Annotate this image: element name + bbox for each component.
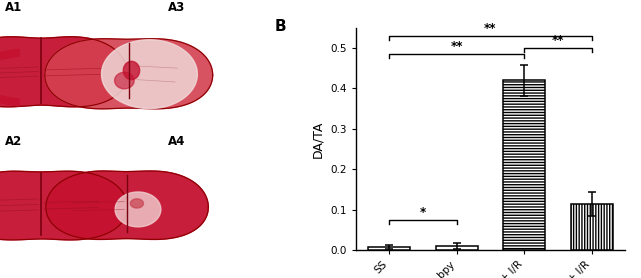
- Text: **: **: [451, 40, 463, 53]
- Polygon shape: [115, 72, 134, 89]
- Polygon shape: [101, 40, 197, 108]
- Text: **: **: [484, 22, 497, 35]
- Bar: [436, 246, 478, 250]
- Text: B: B: [275, 19, 287, 34]
- Polygon shape: [0, 37, 128, 107]
- Text: *: *: [420, 206, 426, 219]
- Text: A3: A3: [169, 1, 186, 14]
- Bar: [368, 247, 410, 250]
- Text: A2: A2: [5, 135, 22, 148]
- Polygon shape: [45, 39, 213, 109]
- Text: A4: A4: [169, 135, 186, 148]
- Text: **: **: [552, 34, 564, 47]
- Bar: [503, 80, 545, 250]
- Polygon shape: [115, 192, 161, 227]
- Polygon shape: [46, 171, 208, 239]
- Y-axis label: DA/TA: DA/TA: [312, 120, 325, 158]
- Bar: [571, 204, 613, 250]
- Text: A1: A1: [5, 1, 22, 14]
- Polygon shape: [0, 171, 128, 240]
- Polygon shape: [130, 199, 144, 208]
- Polygon shape: [123, 61, 140, 80]
